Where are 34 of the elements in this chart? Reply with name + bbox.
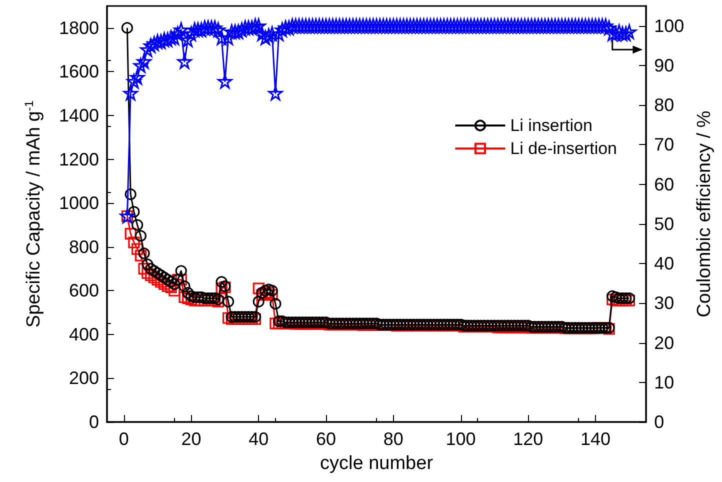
x-tick-label: 140 <box>580 429 611 449</box>
legend-label: Li insertion <box>510 116 592 135</box>
y-tick-label: 1600 <box>58 62 99 82</box>
x-tick-label: 40 <box>248 429 269 449</box>
y2-tick-label: 60 <box>654 174 674 194</box>
legend-label: Li de-insertion <box>510 139 617 158</box>
y-tick-label: 1200 <box>58 149 99 170</box>
x-tick-label: 0 <box>118 429 129 449</box>
y2-tick-label: 10 <box>654 372 674 392</box>
y-tick-label: 1000 <box>58 193 99 214</box>
y2-tick-label: 100 <box>654 16 684 36</box>
y2-tick-label: 20 <box>654 332 674 353</box>
x-tick-label: 20 <box>181 429 202 449</box>
y-tick-label: 1400 <box>58 105 99 126</box>
y2-tick-label: 80 <box>654 95 674 116</box>
x-tick-label: 100 <box>446 429 476 449</box>
y-tick-label: 200 <box>68 368 99 388</box>
y-tick-label: 1800 <box>58 18 99 38</box>
y-tick-label: 800 <box>68 236 99 257</box>
x-tick-label: 60 <box>316 429 336 449</box>
y2-tick-label: 30 <box>654 293 674 314</box>
y2-tick-label: 70 <box>654 134 674 155</box>
y2-tick-label: 40 <box>654 254 674 274</box>
x-tick-label: 120 <box>513 429 544 449</box>
y-tick-label: 400 <box>68 324 99 344</box>
y2-tick-label: 0 <box>654 412 664 432</box>
y-tick-label: 0 <box>88 412 99 432</box>
x-tick-label: 80 <box>383 429 404 449</box>
y-axis-title: Specific Capacity / mAh g-1 <box>22 100 44 328</box>
y2-tick-label: 50 <box>654 214 674 234</box>
y2-tick-label: 90 <box>654 55 674 76</box>
y2-axis-title: Coulombic efficiency / % <box>694 110 715 318</box>
y-tick-label: 600 <box>68 280 99 301</box>
x-axis-title: cycle number <box>320 453 434 474</box>
